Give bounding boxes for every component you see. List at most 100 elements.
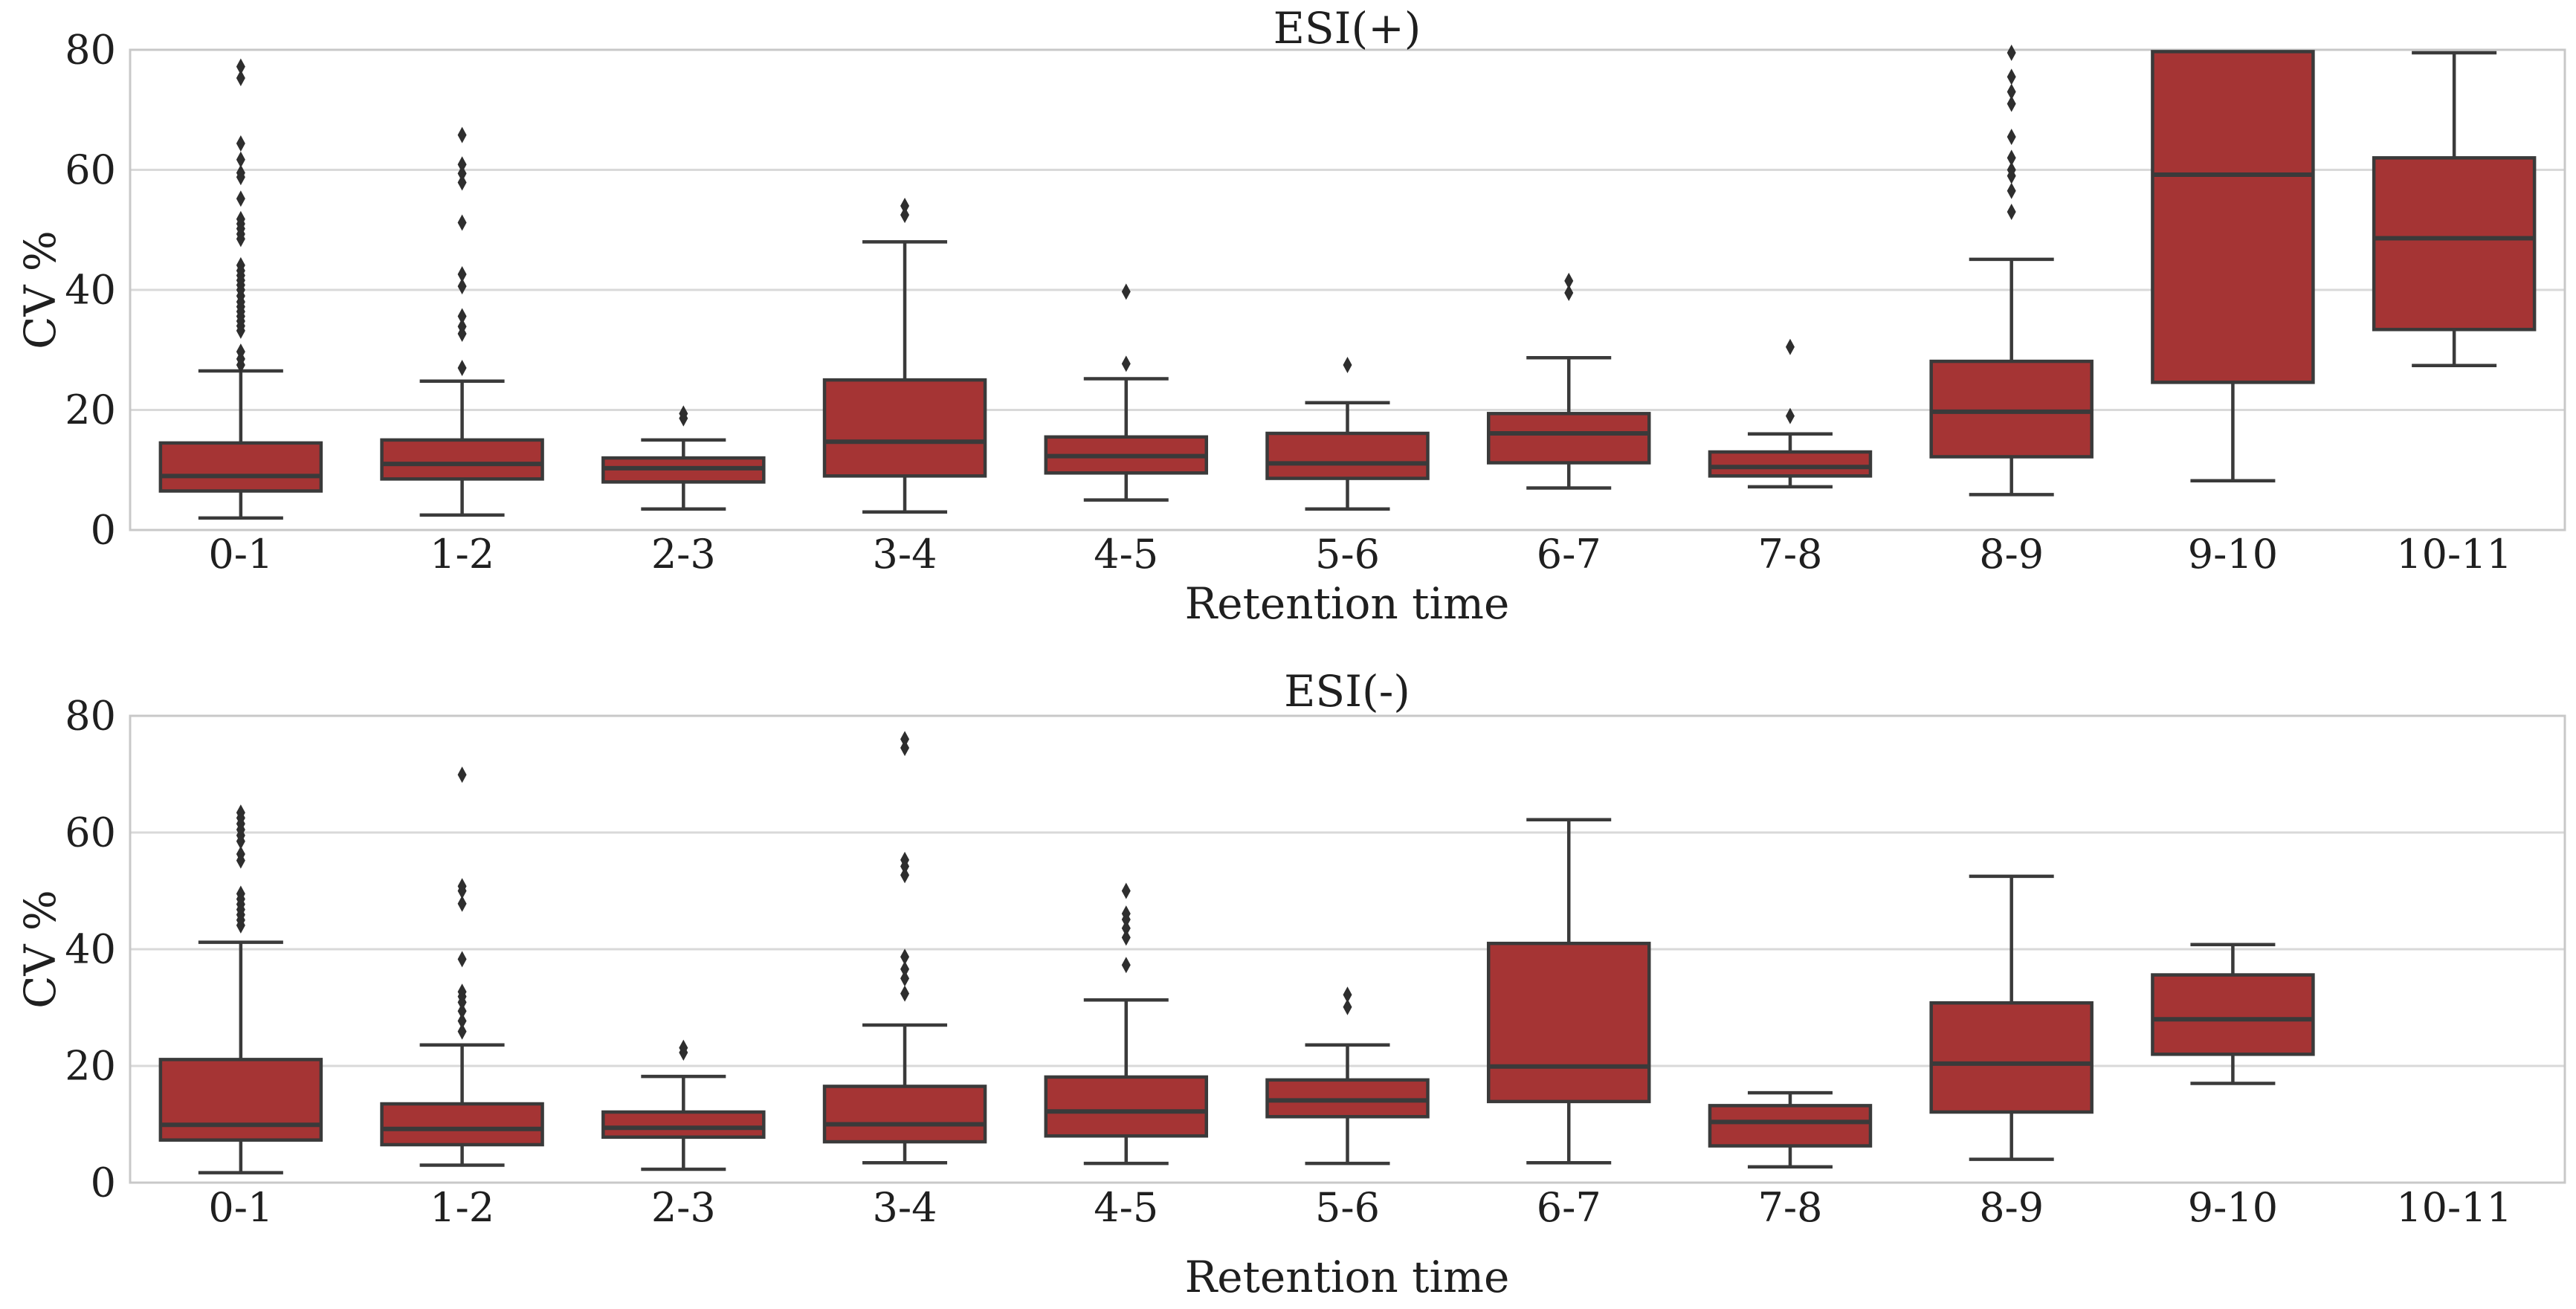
panel1-y-axis-label: CV % bbox=[15, 230, 65, 349]
box-ESI(+)-9-10 bbox=[2151, 50, 2315, 483]
iqr-box bbox=[1929, 1001, 2094, 1114]
x-tick-label-5-6: 5-6 bbox=[1315, 531, 1380, 578]
outlier-point bbox=[1785, 407, 1795, 424]
outlier-point bbox=[457, 359, 467, 376]
iqr-box bbox=[1044, 1075, 1209, 1138]
outlier-point bbox=[900, 867, 910, 884]
outlier-point bbox=[236, 190, 245, 207]
box-ESI(+)-10-11 bbox=[2372, 51, 2537, 367]
box-ESI(-)-0-1 bbox=[158, 804, 323, 1174]
outlier-point bbox=[1121, 905, 1131, 922]
box-ESI(+)-4-5 bbox=[1044, 283, 1209, 502]
outlier-point bbox=[457, 895, 467, 912]
box-ESI(-)-9-10 bbox=[2151, 943, 2315, 1085]
outlier-point bbox=[236, 151, 245, 168]
x-tick-label-1-2: 1-2 bbox=[430, 1184, 494, 1231]
iqr-box bbox=[2151, 973, 2315, 1056]
outlier-point bbox=[457, 951, 467, 968]
x-tick-label-7-8: 7-8 bbox=[1757, 531, 1822, 578]
panel-1: 0 20 40 60 80 0-1 1-2 2-3 3-4 4-5 5-6 6-7 7-8 8-9 9-10… bbox=[65, 27, 2566, 578]
box-ESI(+)-5-6 bbox=[1265, 356, 1430, 511]
outlier-point bbox=[457, 983, 467, 1001]
outlier-point bbox=[2007, 83, 2016, 100]
iqr-box bbox=[158, 1058, 323, 1142]
box-ESI(+)-1-2 bbox=[380, 126, 544, 517]
outlier-point bbox=[2007, 68, 2016, 85]
box-ESI(+)-2-3 bbox=[601, 405, 766, 511]
outlier-point bbox=[1121, 882, 1131, 899]
outlier-point bbox=[1343, 986, 1352, 1003]
x-tick-label-0-1: 0-1 bbox=[208, 531, 273, 578]
outlier-point bbox=[457, 1003, 467, 1020]
x-tick-label-3-4: 3-4 bbox=[873, 1184, 937, 1231]
outlier-point bbox=[2007, 95, 2016, 112]
x-tick-label-6-7: 6-7 bbox=[1537, 531, 1601, 578]
outlier-point bbox=[2007, 45, 2016, 62]
iqr-box bbox=[1486, 941, 1651, 1104]
outlier-point bbox=[1121, 929, 1131, 946]
outlier-point bbox=[236, 885, 245, 902]
x-tick-label-5-6: 5-6 bbox=[1315, 1184, 1380, 1231]
outlier-point bbox=[1785, 338, 1795, 355]
x-tick-label-4-5: 4-5 bbox=[1094, 531, 1158, 578]
outlier-point bbox=[457, 214, 467, 231]
outlier-point bbox=[457, 126, 467, 143]
outlier-point bbox=[1564, 285, 1574, 302]
outlier-point bbox=[1343, 998, 1352, 1015]
y-tick-label-0: 0 bbox=[91, 1160, 116, 1206]
x-tick-label-9-10: 9-10 bbox=[2188, 531, 2278, 578]
panel2-x-axis-label: Retention time bbox=[1184, 1252, 1510, 1302]
box-ESI(-)-2-3 bbox=[601, 1039, 766, 1171]
outlier-point bbox=[1343, 356, 1352, 373]
box-ESI(-)-3-4 bbox=[822, 731, 987, 1165]
outlier-point bbox=[1121, 283, 1131, 300]
box-ESI(-)-1-2 bbox=[380, 766, 544, 1167]
outlier-point bbox=[1121, 355, 1131, 372]
iqr-box bbox=[822, 1085, 987, 1144]
box-ESI(+)-6-7 bbox=[1486, 272, 1651, 490]
outlier-point bbox=[900, 985, 910, 1002]
outlier-point bbox=[900, 207, 910, 224]
outlier-point bbox=[457, 878, 467, 895]
axes-border bbox=[129, 48, 2566, 531]
y-tick-label-60: 60 bbox=[65, 146, 116, 193]
outlier-point bbox=[900, 948, 910, 966]
y-tick-label-80: 80 bbox=[65, 693, 116, 740]
x-tick-label-8-9: 8-9 bbox=[1979, 531, 2044, 578]
iqr-box bbox=[601, 1110, 766, 1140]
iqr-box bbox=[2151, 50, 2315, 384]
outlier-point bbox=[900, 197, 910, 214]
outlier-point bbox=[457, 308, 467, 325]
box-ESI(+)-0-1 bbox=[158, 58, 323, 520]
box-ESI(+)-7-8 bbox=[1708, 338, 1873, 489]
iqr-box bbox=[380, 438, 544, 481]
x-tick-label-2-3: 2-3 bbox=[651, 531, 716, 578]
outlier-point bbox=[457, 1012, 467, 1030]
outlier-point bbox=[236, 343, 245, 361]
iqr-box bbox=[2372, 156, 2537, 332]
box-ESI(+)-8-9 bbox=[1929, 45, 2094, 497]
outlier-point bbox=[900, 851, 910, 868]
box-ESI(-)-6-7 bbox=[1486, 818, 1651, 1165]
outlier-point bbox=[236, 58, 245, 75]
outlier-point bbox=[900, 731, 910, 748]
box-ESI(-)-7-8 bbox=[1708, 1090, 1873, 1169]
outlier-point bbox=[236, 69, 245, 86]
outlier-point bbox=[2007, 204, 2016, 221]
outlier-point bbox=[457, 278, 467, 295]
iqr-box bbox=[1708, 450, 1873, 478]
y-tick-label-80: 80 bbox=[65, 27, 116, 74]
iqr-box bbox=[380, 1102, 544, 1147]
outlier-point bbox=[457, 156, 467, 173]
outlier-point bbox=[236, 846, 245, 863]
outlier-point bbox=[1564, 272, 1574, 289]
outlier-point bbox=[236, 164, 245, 181]
x-tick-label-3-4: 3-4 bbox=[873, 531, 937, 578]
iqr-box bbox=[1929, 359, 2094, 459]
outlier-point bbox=[457, 165, 467, 182]
x-tick-label-2-3: 2-3 bbox=[651, 1184, 716, 1231]
outlier-point bbox=[2007, 149, 2016, 167]
x-tick-label-7-8: 7-8 bbox=[1757, 1184, 1822, 1231]
